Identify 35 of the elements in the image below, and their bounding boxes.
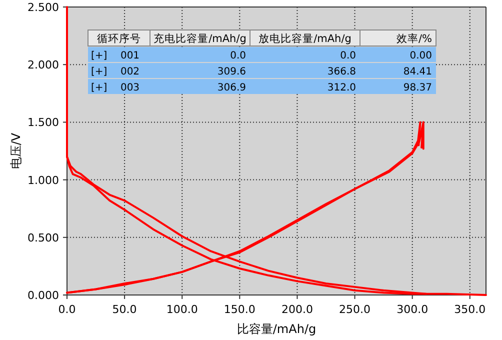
x-tick-label: 250.0: [339, 303, 371, 316]
x-tick-label: 350.0: [454, 303, 486, 316]
annotation: 0.0: [230, 50, 246, 62]
annotation: 001: [120, 50, 140, 62]
annotation: 效率/%: [396, 32, 432, 45]
annotation: 循环序号: [97, 32, 141, 45]
annotation: 312.0: [327, 82, 356, 94]
annotation: 306.9: [217, 82, 246, 94]
y-tick-label: 0.000: [28, 289, 59, 302]
y-axis-title: 电压/V: [9, 132, 23, 170]
y-tick-label: 2.500: [28, 1, 59, 14]
x-tick-label: 300.0: [396, 303, 428, 316]
annotation: 0.00: [410, 50, 432, 62]
x-tick-label: 50.0: [112, 303, 137, 316]
x-tick-label: 100.0: [166, 303, 198, 316]
annotation: [+]: [91, 82, 108, 94]
y-tick-label: 0.500: [28, 231, 59, 244]
annotation: 0.0: [340, 50, 356, 62]
annotation: 366.8: [327, 66, 356, 78]
annotation: [+]: [91, 50, 108, 62]
y-tick-label: 2.000: [28, 58, 59, 72]
annotation: 002: [120, 66, 140, 78]
annotation: 003: [120, 82, 140, 94]
x-tick-label: 200.0: [281, 303, 313, 316]
annotation: [+]: [91, 66, 108, 78]
y-tick-label: 1.500: [28, 116, 59, 130]
x-tick-label: 0.0: [58, 303, 76, 316]
x-tick-label: 150.0: [224, 303, 256, 316]
y-tick-label: 1.000: [28, 174, 59, 187]
x-axis-title: 比容量/mAh/g: [236, 322, 316, 336]
annotation: 84.41: [403, 66, 432, 78]
annotation: 放电比容量/mAh/g: [258, 32, 352, 45]
annotation: 充电比容量/mAh/g: [154, 32, 246, 45]
annotation: 98.37: [403, 82, 432, 94]
annotation: 309.6: [217, 66, 246, 78]
